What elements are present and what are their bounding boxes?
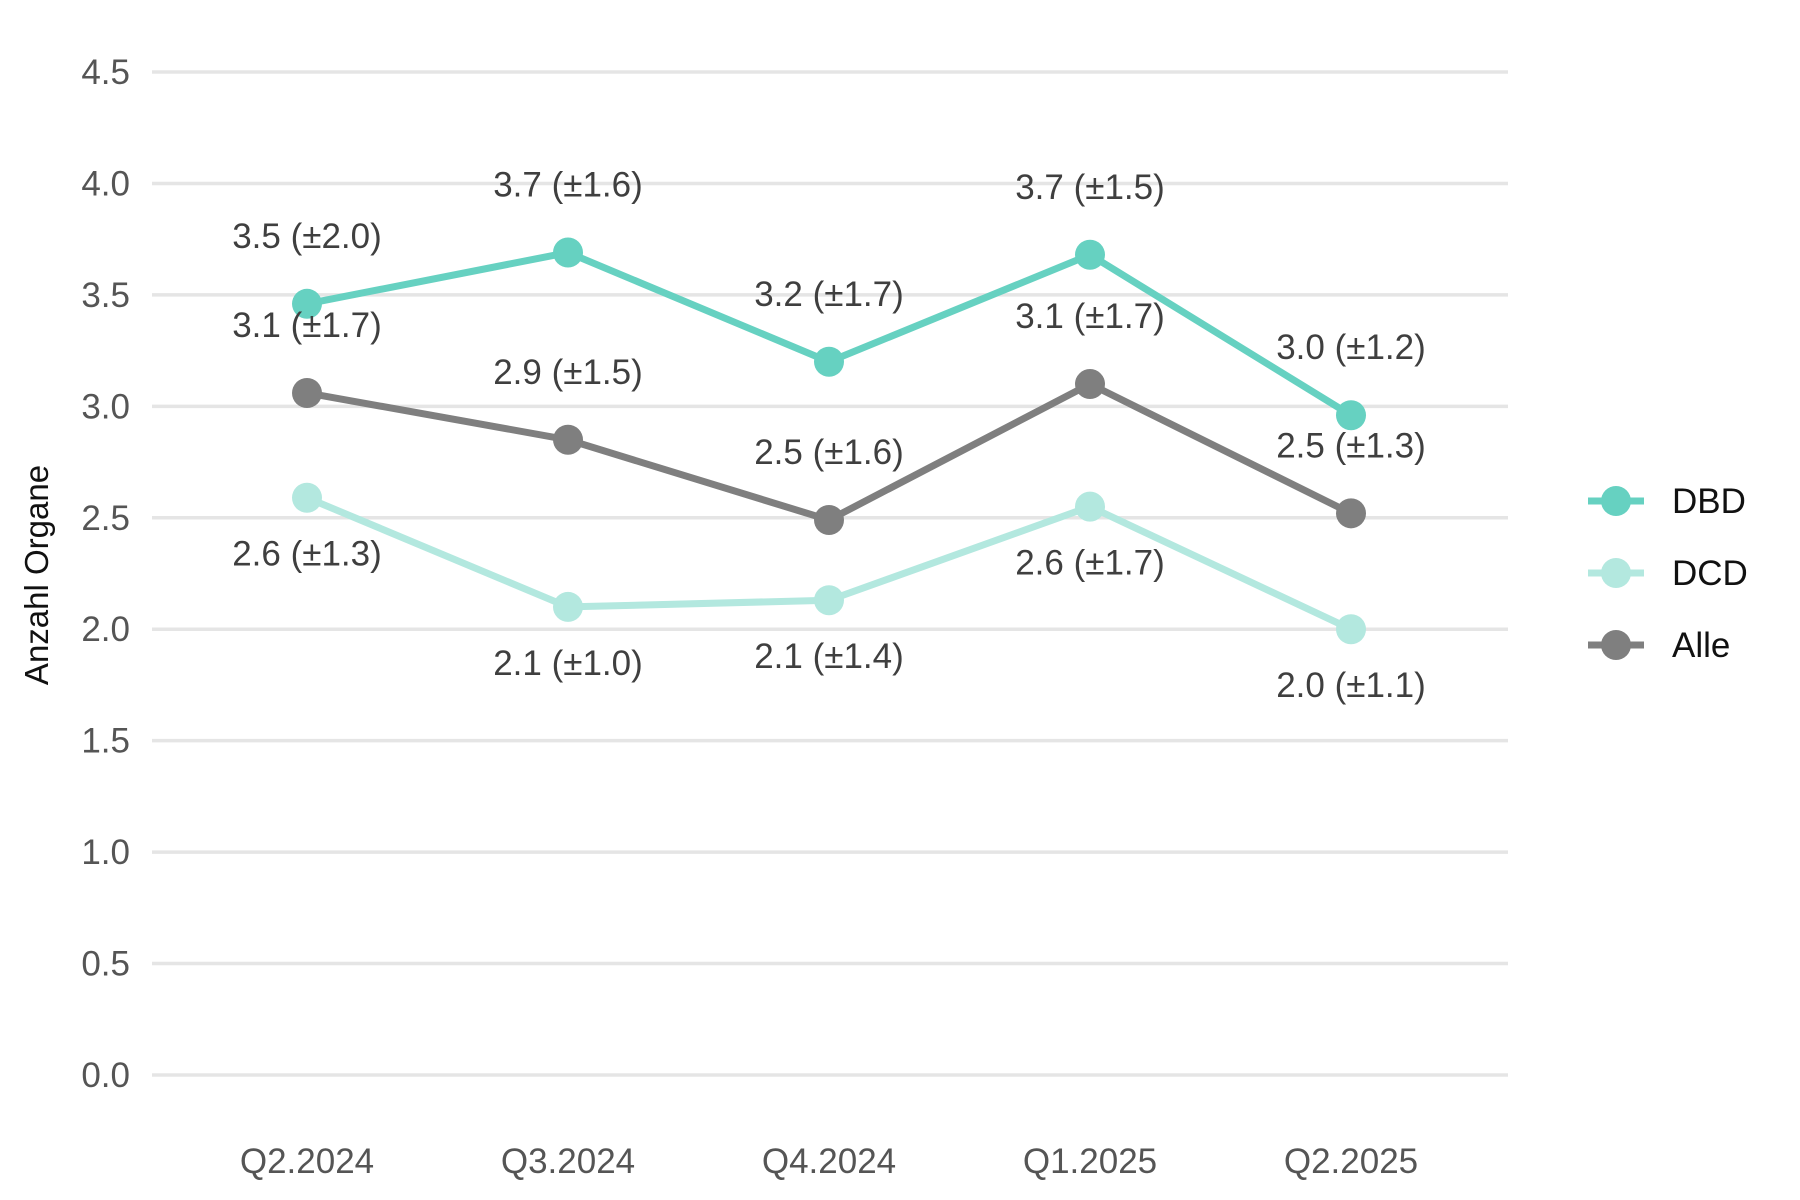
data-label: 3.7 (±1.5) bbox=[1015, 168, 1165, 207]
series-dcd bbox=[292, 482, 1366, 645]
legend-label: DBD bbox=[1672, 482, 1746, 521]
data-label: 2.6 (±1.7) bbox=[1015, 544, 1165, 583]
data-label: 2.5 (±1.3) bbox=[1276, 426, 1426, 465]
data-point bbox=[1075, 491, 1105, 522]
legend-marker bbox=[1601, 558, 1631, 588]
x-axis-ticks: Q2.2024 Q3.2024 Q4.2024 Q1.2025 Q2.2025 bbox=[240, 1142, 1418, 1181]
data-point bbox=[1336, 498, 1366, 529]
y-axis-ticks: 0.0 0.5 1.0 1.5 2.0 2.5 3.0 3.5 4.0 4.5 bbox=[81, 53, 130, 1095]
x-tick-label: Q2.2025 bbox=[1284, 1142, 1418, 1181]
data-point bbox=[1336, 400, 1366, 431]
data-point bbox=[553, 591, 583, 622]
data-label: 2.1 (±1.0) bbox=[493, 644, 643, 683]
series-dbd bbox=[292, 237, 1366, 431]
y-tick-label: 0.5 bbox=[81, 945, 130, 984]
legend-marker bbox=[1601, 630, 1631, 660]
y-tick-label: 4.5 bbox=[81, 53, 130, 92]
data-point bbox=[1075, 369, 1105, 400]
legend-item-dbd: DBD bbox=[1588, 482, 1746, 521]
data-label: 2.9 (±1.5) bbox=[493, 353, 643, 392]
data-point bbox=[553, 424, 583, 455]
data-label: 3.2 (±1.7) bbox=[754, 275, 904, 314]
data-point bbox=[1075, 239, 1105, 270]
y-tick-label: 1.5 bbox=[81, 722, 130, 761]
data-labels: 3.5 (±2.0) 3.7 (±1.6) 3.2 (±1.7) 3.7 (±1.5)… bbox=[232, 166, 1426, 706]
legend-label: Alle bbox=[1672, 626, 1730, 665]
data-label: 2.6 (±1.3) bbox=[232, 535, 382, 574]
data-label: 3.7 (±1.6) bbox=[493, 166, 643, 205]
data-point bbox=[292, 377, 322, 408]
y-tick-label: 1.0 bbox=[81, 833, 130, 872]
y-tick-label: 3.5 bbox=[81, 276, 130, 315]
legend-item-alle: Alle bbox=[1588, 626, 1730, 665]
y-tick-label: 2.0 bbox=[81, 610, 130, 649]
data-label: 3.1 (±1.7) bbox=[1015, 297, 1165, 336]
x-tick-label: Q2.2024 bbox=[240, 1142, 374, 1181]
data-point bbox=[292, 288, 322, 319]
data-point bbox=[292, 482, 322, 513]
x-tick-label: Q1.2025 bbox=[1023, 1142, 1157, 1181]
data-point bbox=[814, 505, 844, 536]
data-point bbox=[1336, 614, 1366, 645]
y-axis-title: Anzahl Organe bbox=[18, 465, 55, 685]
data-label: 3.5 (±2.0) bbox=[232, 217, 382, 256]
data-label: 2.5 (±1.6) bbox=[754, 433, 904, 472]
data-label: 2.1 (±1.4) bbox=[754, 637, 904, 676]
y-tick-label: 0.0 bbox=[81, 1056, 130, 1095]
data-label: 3.0 (±1.2) bbox=[1276, 328, 1426, 367]
legend-marker bbox=[1601, 486, 1631, 516]
y-tick-label: 4.0 bbox=[81, 164, 130, 203]
y-tick-label: 3.0 bbox=[81, 387, 130, 426]
data-point bbox=[814, 346, 844, 377]
y-tick-label: 2.5 bbox=[81, 499, 130, 538]
x-tick-label: Q3.2024 bbox=[501, 1142, 635, 1181]
legend: DBD DCD Alle bbox=[1588, 482, 1748, 665]
data-label: 3.1 (±1.7) bbox=[232, 306, 382, 345]
legend-label: DCD bbox=[1672, 554, 1748, 593]
data-point bbox=[553, 237, 583, 268]
x-tick-label: Q4.2024 bbox=[762, 1142, 896, 1181]
data-label: 2.0 (±1.1) bbox=[1276, 666, 1426, 705]
legend-item-dcd: DCD bbox=[1588, 554, 1748, 593]
series-lines bbox=[292, 237, 1366, 645]
data-point bbox=[814, 585, 844, 616]
series-alle bbox=[292, 369, 1366, 536]
